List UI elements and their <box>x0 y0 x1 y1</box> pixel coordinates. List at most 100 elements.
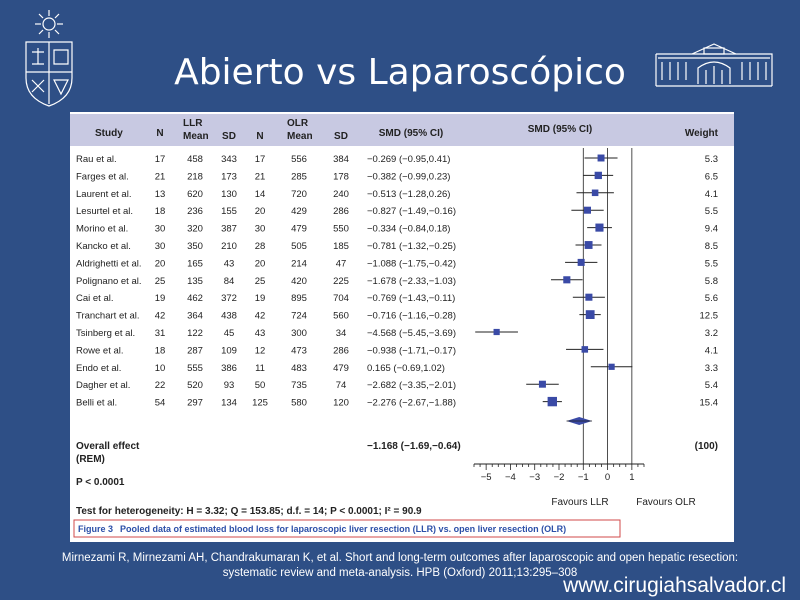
table-row: Laurent et al. 13 620 130 14 720 240 −0.513 (−1… <box>76 189 718 200</box>
cell-mean-llr: 462 <box>187 293 203 304</box>
figure-caption-box <box>73 519 621 538</box>
cell-n-llr: 18 <box>155 345 166 356</box>
cell-sd-llr: 343 <box>221 154 237 165</box>
effect-marker <box>577 258 585 266</box>
cell-smd: −0.513 (−1.28,0.26) <box>367 189 450 200</box>
overall-smd: −1.168 (−1.69,−0.64) <box>367 441 461 452</box>
cell-study: Laurent et al. <box>76 189 131 200</box>
header-mean1: Mean <box>183 131 209 142</box>
header-n1: N <box>156 128 163 139</box>
cell-weight: 3.2 <box>705 328 718 339</box>
cell-n-olr: 21 <box>255 171 266 182</box>
overall-label-2: (REM) <box>76 454 105 465</box>
cell-mean-olr: 429 <box>291 206 307 217</box>
cell-weight: 6.5 <box>705 171 718 182</box>
cell-n-olr: 17 <box>255 154 266 165</box>
effect-marker <box>585 293 593 301</box>
cell-n-llr: 17 <box>155 154 166 165</box>
cell-mean-llr: 458 <box>187 154 203 165</box>
cell-n-olr: 50 <box>255 380 266 391</box>
cell-sd-olr: 560 <box>333 311 349 322</box>
effect-marker <box>584 241 593 249</box>
cell-smd: −4.568 (−5.45,−3.69) <box>367 328 456 339</box>
website-url[interactable]: www.cirugiahsalvador.cl <box>563 574 786 597</box>
effect-marker <box>585 310 595 320</box>
cell-n-olr: 43 <box>255 328 266 339</box>
cell-n-olr: 42 <box>255 311 266 322</box>
cell-n-olr: 25 <box>255 276 266 287</box>
table-row: Cai et al. 19 462 372 19 895 704 −0.769 (−1.43,… <box>76 293 718 304</box>
table-row: Polignano et al. 25 135 84 25 420 225 −1.678 (−… <box>76 276 718 287</box>
cell-sd-olr: 185 <box>333 241 349 252</box>
table-row: Farges et al. 21 218 173 21 285 178 −0.382 (−0.… <box>76 171 718 182</box>
effect-marker <box>583 206 591 214</box>
cell-weight: 9.4 <box>705 224 718 235</box>
cell-smd: −0.938 (−1.71,−0.17) <box>367 345 456 356</box>
cell-study: Polignano et al. <box>76 276 142 287</box>
cell-smd: −1.088 (−1.75,−0.42) <box>367 258 456 269</box>
x-tick-label: −2 <box>554 472 565 483</box>
cell-sd-olr: 286 <box>333 206 349 217</box>
cell-n-llr: 31 <box>155 328 166 339</box>
table-row: Tsinberg et al. 31 122 45 43 300 34 −4.568 (−5.… <box>76 328 718 339</box>
cell-sd-llr: 155 <box>221 206 237 217</box>
cell-mean-llr: 520 <box>187 380 203 391</box>
header-sd2: SD <box>334 131 348 142</box>
cell-weight: 4.1 <box>705 345 718 356</box>
header-olr: OLR <box>287 118 309 129</box>
table-row: Rowe et al. 18 287 109 12 473 286 −0.938 (−1.71… <box>76 345 718 356</box>
forest-plot: Study N LLR Mean SD N OLR Mean SD SMD (9… <box>70 114 734 538</box>
cell-n-llr: 19 <box>155 293 166 304</box>
cell-study: Cai et al. <box>76 293 114 304</box>
cell-n-llr: 54 <box>155 398 166 409</box>
cell-mean-llr: 135 <box>187 276 203 287</box>
cell-n-llr: 30 <box>155 241 166 252</box>
cell-weight: 5.3 <box>705 154 718 165</box>
cell-sd-llr: 372 <box>221 293 237 304</box>
cell-study: Belli et al. <box>76 398 117 409</box>
cell-mean-llr: 364 <box>187 311 203 322</box>
cell-sd-llr: 210 <box>221 241 237 252</box>
cell-mean-llr: 236 <box>187 206 203 217</box>
cell-n-llr: 30 <box>155 224 166 235</box>
cell-mean-olr: 214 <box>291 258 307 269</box>
cell-n-olr: 11 <box>255 363 265 374</box>
effect-marker <box>493 328 500 336</box>
cell-weight: 4.1 <box>705 189 718 200</box>
cell-mean-llr: 287 <box>187 345 203 356</box>
favours-llr-label: Favours LLR <box>551 497 608 508</box>
table-row: Kancko et al. 30 350 210 28 505 185 −0.781 (−1.… <box>76 241 718 252</box>
cell-mean-olr: 556 <box>291 154 307 165</box>
cell-study: Rau et al. <box>76 154 117 165</box>
header-study: Study <box>95 128 123 139</box>
cell-smd: −2.682 (−3.35,−2.01) <box>367 380 456 391</box>
cell-weight: 12.5 <box>700 311 719 322</box>
cell-mean-llr: 350 <box>187 241 203 252</box>
cell-smd: −1.678 (−2.33,−1.03) <box>367 276 456 287</box>
table-row: Aldrighetti et al. 20 165 43 20 214 47 −1.088 (… <box>76 258 718 269</box>
forest-plot-figure: Study N LLR Mean SD N OLR Mean SD SMD (9… <box>70 112 734 542</box>
cell-smd: −0.769 (−1.43,−0.11) <box>367 293 455 304</box>
cell-mean-olr: 420 <box>291 276 307 287</box>
cell-sd-olr: 240 <box>333 189 349 200</box>
cell-sd-olr: 178 <box>333 171 349 182</box>
cell-sd-llr: 387 <box>221 224 237 235</box>
cell-n-llr: 21 <box>155 171 166 182</box>
cell-sd-olr: 120 <box>333 398 349 409</box>
cell-n-olr: 12 <box>255 345 266 356</box>
x-tick-label: −1 <box>578 472 589 483</box>
cell-mean-olr: 285 <box>291 171 307 182</box>
cell-n-llr: 20 <box>155 258 166 269</box>
cell-smd: −0.382 (−0.99,0.23) <box>367 171 450 182</box>
cell-n-olr: 125 <box>252 398 268 409</box>
university-seal-icon <box>25 10 73 107</box>
cell-sd-olr: 704 <box>333 293 349 304</box>
heterogeneity-test: Test for heterogeneity: H = 3.32; Q = 15… <box>76 506 422 517</box>
cell-sd-olr: 286 <box>333 345 349 356</box>
slide-title: Abierto vs Laparoscópico <box>174 52 626 93</box>
figure-caption-text: Pooled data of estimated blood loss for … <box>120 524 566 534</box>
cell-mean-llr: 555 <box>187 363 203 374</box>
header-n2: N <box>256 131 263 142</box>
cell-n-olr: 30 <box>255 224 266 235</box>
table-row: Belli et al. 54 297 134 125 580 120 −2.276 (−2.… <box>76 398 718 409</box>
